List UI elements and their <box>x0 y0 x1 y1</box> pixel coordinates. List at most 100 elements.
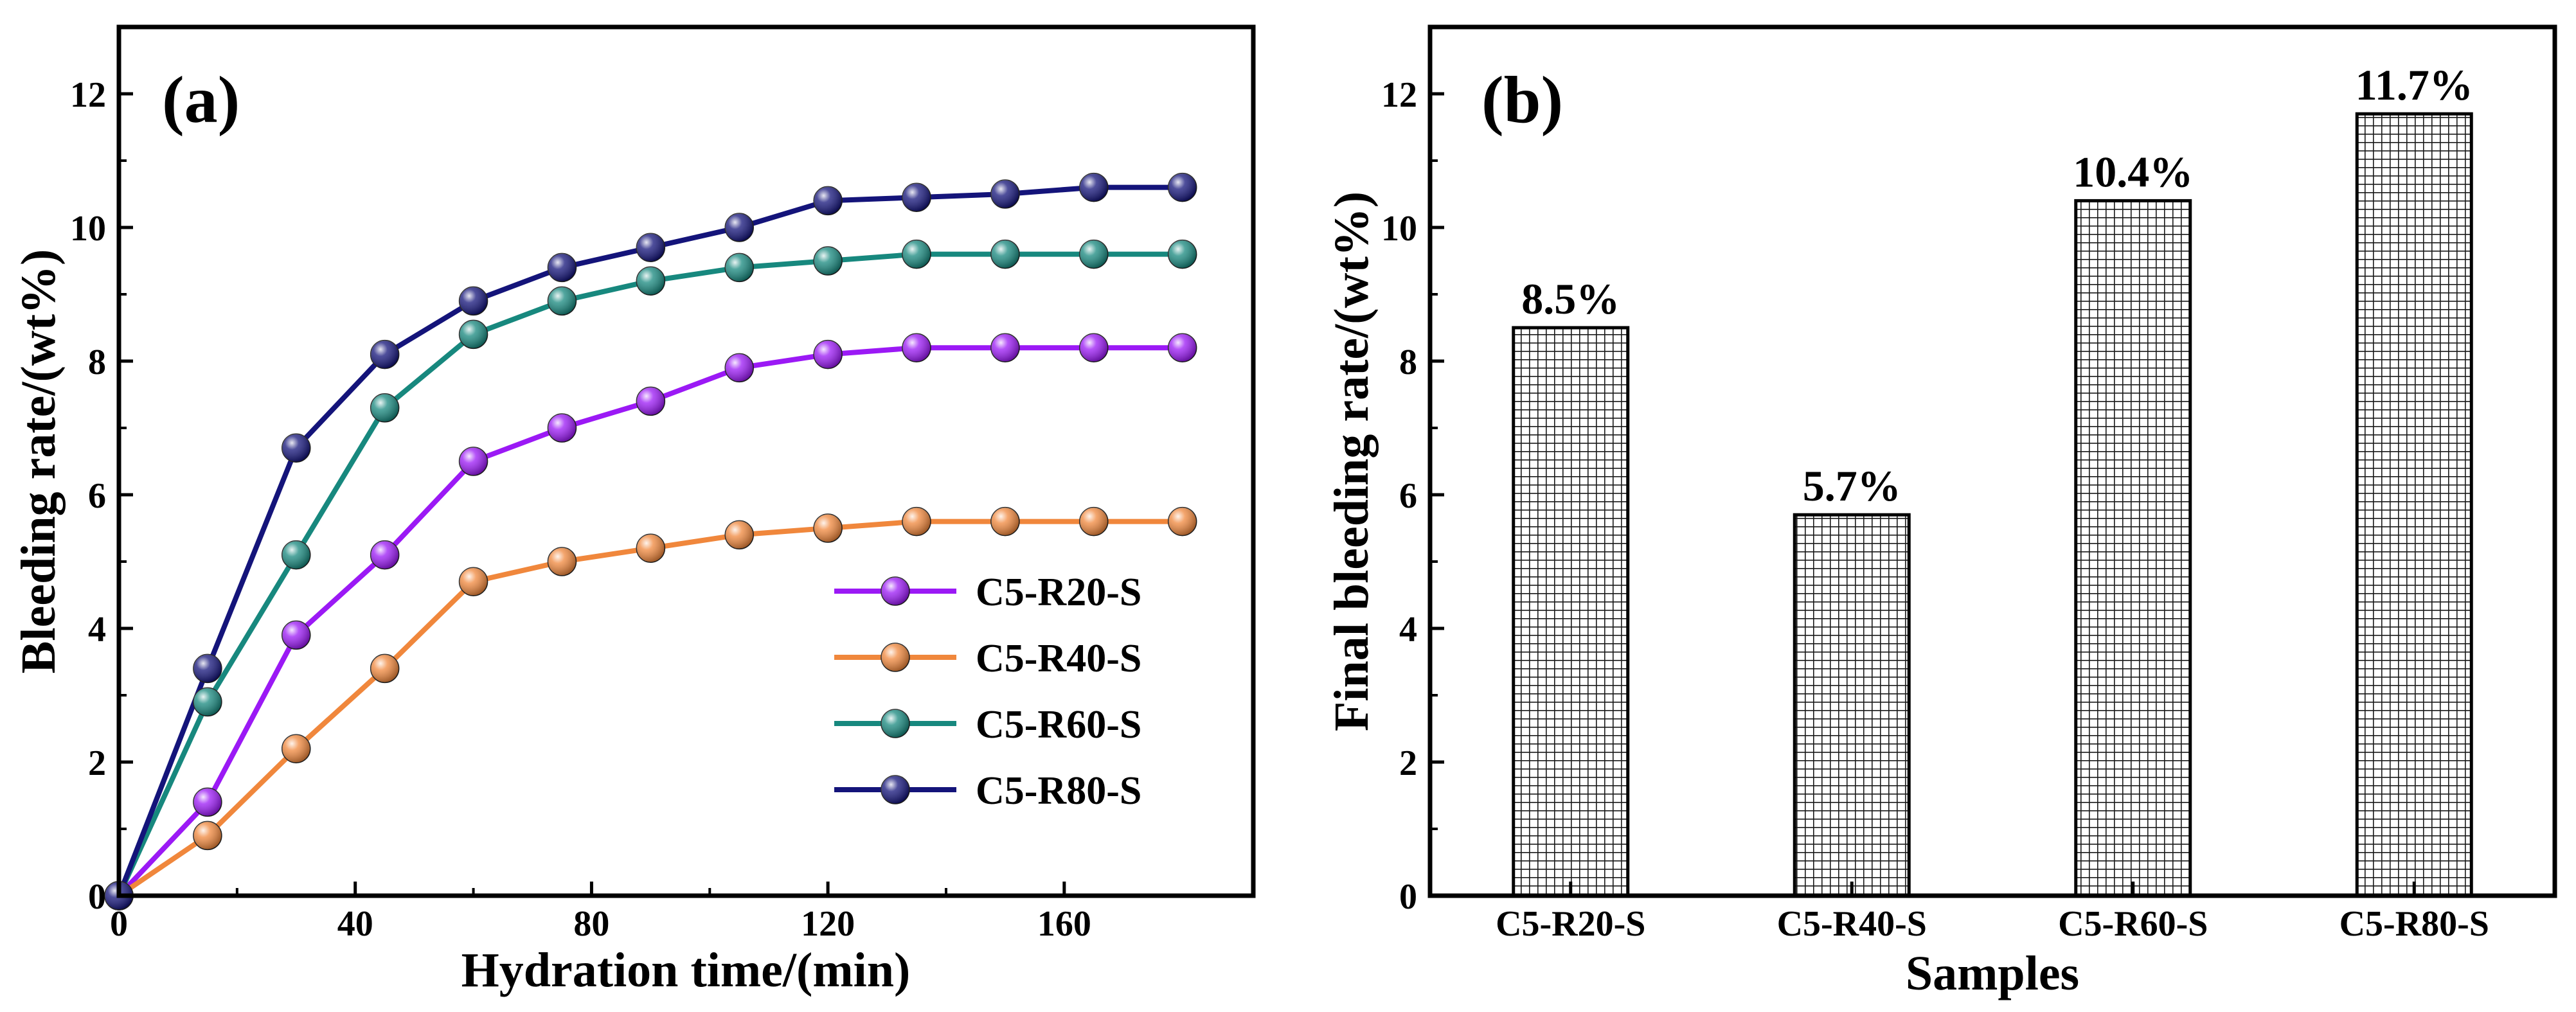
legend-entry-label: C5-R40-S <box>976 637 1141 680</box>
data-point-highlight <box>990 240 1019 269</box>
legend-swatch-highlight <box>881 776 909 804</box>
data-point-highlight <box>990 180 1019 208</box>
data-point-highlight <box>636 267 665 296</box>
y-axis-title-a: Bleeding rate/(wt%) <box>12 249 66 674</box>
x-tick-label: 120 <box>801 904 855 944</box>
data-point-highlight <box>193 688 222 716</box>
x-tick-label: 0 <box>110 904 128 944</box>
x-tick-label: 40 <box>337 904 373 944</box>
x-axis-title-a: Hydration time/(min) <box>461 943 911 997</box>
y-tick-label: 10 <box>1381 209 1417 249</box>
legend-swatch-highlight <box>881 577 909 605</box>
bar-c5-r60-s <box>2074 199 2192 898</box>
y-tick-label: 2 <box>1399 743 1417 783</box>
legend-entry-label: C5-R60-S <box>976 703 1141 747</box>
legend: C5-R20-S C5-R40-S C5-R60-S C5-R80-S <box>834 571 1141 813</box>
bar-value-label: 5.7% <box>1803 461 1901 510</box>
x-tick-label: C5-R80-S <box>2339 904 2489 944</box>
data-point-highlight <box>1168 507 1197 536</box>
data-point-highlight <box>990 333 1019 362</box>
data-point-highlight <box>1168 173 1197 202</box>
x-tick-label: 160 <box>1037 904 1091 944</box>
data-point-highlight <box>459 320 488 349</box>
y-tick-label: 4 <box>88 610 106 650</box>
data-point-highlight <box>548 253 577 282</box>
data-point-highlight <box>282 734 310 763</box>
data-point-highlight <box>193 821 222 850</box>
data-point-highlight <box>370 654 399 683</box>
data-point-highlight <box>725 520 754 549</box>
data-point-highlight <box>548 547 577 576</box>
y-tick-label: 4 <box>1399 610 1417 650</box>
x-tick-label: C5-R60-S <box>2058 904 2208 944</box>
line-chart-panel: 0 40 80 120 160 0 2 4 6 8 10 12 (a) Hydration time/… <box>12 24 1256 997</box>
bar-value-label: 10.4% <box>2073 147 2193 196</box>
plot-frame-a <box>116 24 1256 898</box>
data-point-highlight <box>902 183 931 212</box>
data-point-highlight <box>282 434 310 463</box>
data-point-highlight <box>902 507 931 536</box>
y-tick-label: 12 <box>1381 75 1417 115</box>
data-point-highlight <box>1079 173 1108 202</box>
legend-swatch-highlight <box>881 643 909 671</box>
data-point-highlight <box>370 393 399 422</box>
data-point-highlight <box>1079 333 1108 362</box>
legend-entry-label: C5-R20-S <box>976 571 1141 614</box>
data-point-highlight <box>548 287 577 315</box>
x-tick-label: C5-R40-S <box>1777 904 1927 944</box>
series-line-c5-r20-s <box>117 345 1183 898</box>
bar-value-label: 8.5% <box>1521 274 1620 323</box>
y-tick-label: 8 <box>1399 342 1417 382</box>
data-point-highlight <box>902 240 931 269</box>
y-tick-label: 10 <box>70 209 106 249</box>
legend-swatch-highlight <box>881 709 909 738</box>
data-point-highlight <box>725 353 754 382</box>
data-point-highlight <box>370 340 399 369</box>
data-point-highlight <box>1079 240 1108 269</box>
data-point-highlight <box>636 233 665 262</box>
y-tick-label: 0 <box>1399 877 1417 917</box>
data-point-highlight <box>193 654 222 683</box>
x-tick-label: C5-R20-S <box>1496 904 1645 944</box>
data-point-highlight <box>636 534 665 563</box>
bar-chart-marks: 8.5% 5.7% 10.4% 11.7% <box>1512 60 2473 898</box>
axis-ticks-a: 0 40 80 120 160 0 2 4 6 8 10 12 <box>70 75 1091 944</box>
axis-ticks-b: 0 2 4 6 8 10 12 C5-R20-S C5-R40-S C5-R60-S C5-R80-… <box>1381 75 2489 944</box>
data-point-highlight <box>1079 507 1108 536</box>
line-chart-marks <box>104 172 1197 910</box>
x-axis-title-b: Samples <box>1906 946 2079 1000</box>
y-axis-title-b: Final bleeding rate/(wt%) <box>1325 191 1379 731</box>
bar-chart-panel: 8.5% 5.7% 10.4% 11.7% 0 2 4 6 8 10 12 C5-R20-S C5-R… <box>1325 24 2557 1000</box>
data-point-highlight <box>282 540 310 569</box>
data-point-highlight <box>814 247 843 275</box>
data-point-highlight <box>636 387 665 416</box>
legend-entry-label: C5-R80-S <box>976 769 1141 813</box>
x-tick-label: 80 <box>573 904 609 944</box>
data-point-highlight <box>814 186 843 215</box>
data-point-highlight <box>814 340 843 369</box>
bar-c5-r40-s <box>1793 513 1911 898</box>
y-tick-label: 6 <box>1399 476 1417 516</box>
panel-label-b: (b) <box>1481 63 1563 137</box>
y-tick-label: 0 <box>88 877 106 917</box>
y-tick-label: 2 <box>88 743 106 783</box>
data-point-highlight <box>193 788 222 817</box>
data-point-highlight <box>725 253 754 282</box>
data-point-highlight <box>459 447 488 475</box>
data-point-highlight <box>370 540 399 569</box>
bar-c5-r80-s <box>2355 112 2473 898</box>
plot-frame-b <box>1427 24 2557 898</box>
y-tick-label: 12 <box>70 75 106 115</box>
data-point-highlight <box>902 333 931 362</box>
data-point-highlight <box>459 567 488 596</box>
data-point-highlight <box>814 514 843 542</box>
y-tick-label: 8 <box>88 342 106 382</box>
y-tick-label: 6 <box>88 476 106 516</box>
data-point-highlight <box>1168 333 1197 362</box>
data-point-highlight <box>1168 240 1197 269</box>
bar-c5-r20-s <box>1512 326 1630 898</box>
panel-label-a: (a) <box>162 63 240 137</box>
data-point-highlight <box>548 414 577 442</box>
data-point-highlight <box>725 213 754 242</box>
